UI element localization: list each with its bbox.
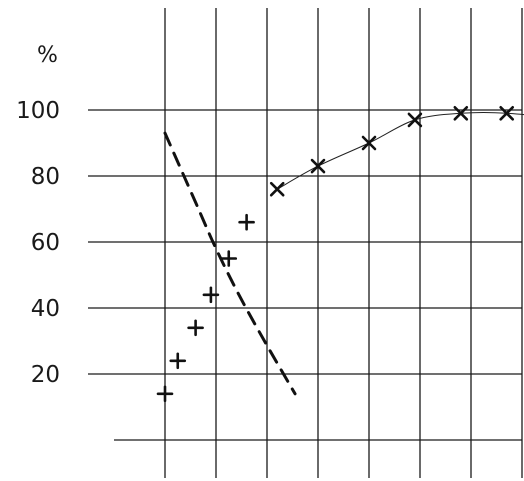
series-0 <box>156 213 255 403</box>
tick-labels: 20 40 60 80 100% <box>16 43 60 388</box>
grid <box>88 8 523 478</box>
y-unit-label: % <box>37 43 58 68</box>
data-point <box>310 158 326 174</box>
series-curve <box>276 111 524 190</box>
y-tick-label: 40 <box>31 296 60 322</box>
y-tick-label: 60 <box>31 230 60 256</box>
data-point <box>169 352 187 370</box>
data-point <box>453 106 469 121</box>
data-point <box>361 135 377 151</box>
series-1 <box>269 106 524 197</box>
y-tick-label: 20 <box>31 362 60 388</box>
data-point <box>499 106 515 121</box>
data-point <box>269 181 285 197</box>
data-point <box>156 385 174 403</box>
y-tick-label: 80 <box>31 164 60 190</box>
y-tick-label: 100 <box>16 98 60 124</box>
data-point <box>407 112 423 128</box>
data-point <box>187 319 204 337</box>
data-point <box>202 286 220 304</box>
data-point <box>220 250 238 267</box>
data-point <box>238 213 255 231</box>
series <box>156 106 524 403</box>
